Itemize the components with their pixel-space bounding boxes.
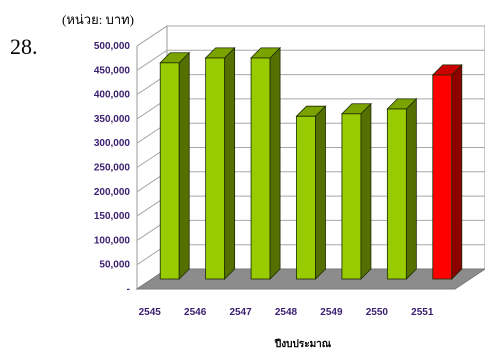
y-tick-label: 300,000 (94, 138, 131, 149)
bars-group (159, 46, 463, 280)
x-tick-label: 2548 (275, 307, 298, 318)
bar-front (250, 57, 271, 280)
y-tick-label: 200,000 (94, 187, 131, 198)
x-axis-ticks: 2545 2546 2547 2548 2549 2550 2551 (139, 307, 434, 318)
bar-front (386, 108, 407, 280)
gridline-side (136, 25, 168, 47)
bar-2546 (204, 46, 236, 280)
bar-top (250, 47, 282, 59)
bar-top (386, 98, 418, 110)
bar-side (269, 46, 281, 280)
bar-front (159, 62, 180, 280)
bar-top (295, 105, 327, 117)
y-tick-label: 450,000 (94, 65, 131, 76)
unit-note: (หน่วย: บาท) (62, 12, 135, 27)
bar-front (296, 115, 316, 280)
bar-front (341, 113, 362, 280)
bar-2545 (159, 51, 191, 280)
bar-top (204, 47, 236, 59)
bar-2548 (295, 105, 327, 280)
x-tick-label: 2546 (184, 307, 207, 318)
y-tick-label: - (127, 284, 130, 295)
x-tick-label: 2545 (139, 307, 162, 318)
y-tick-label: 100,000 (94, 235, 131, 246)
y-tick-label: 50,000 (99, 260, 130, 271)
x-axis-title: ปีงบประมาณ (274, 338, 332, 350)
bar-2547 (250, 46, 282, 280)
bar-side (360, 102, 372, 280)
bar-2551 (431, 63, 463, 280)
gridline-side (136, 49, 168, 71)
bar-front (432, 74, 453, 280)
y-tick-label: 250,000 (94, 163, 131, 174)
bar-side (451, 63, 463, 280)
item-number: 28. (10, 34, 38, 59)
y-axis-ticks: - 50,000 100,000 150,000 200,000 250,000 300,0… (94, 41, 131, 295)
bar-side (315, 105, 326, 280)
bar-2550 (386, 97, 418, 280)
x-tick-label: 2550 (366, 307, 389, 318)
y-tick-label: 150,000 (94, 211, 131, 222)
bar-front (205, 57, 226, 280)
x-tick-label: 2551 (411, 307, 434, 318)
y-tick-label: 500,000 (94, 41, 131, 52)
bar-top (431, 64, 463, 76)
x-tick-label: 2549 (320, 307, 343, 318)
bar-side (224, 46, 236, 280)
y-tick-label: 350,000 (94, 114, 131, 125)
x-tick-label: 2547 (229, 307, 252, 318)
bar-top (340, 103, 372, 115)
bar-top (159, 52, 191, 64)
bar-2549 (340, 102, 372, 280)
bar-side (178, 51, 190, 280)
y-tick-label: 400,000 (94, 90, 131, 101)
bar-side (405, 97, 417, 280)
